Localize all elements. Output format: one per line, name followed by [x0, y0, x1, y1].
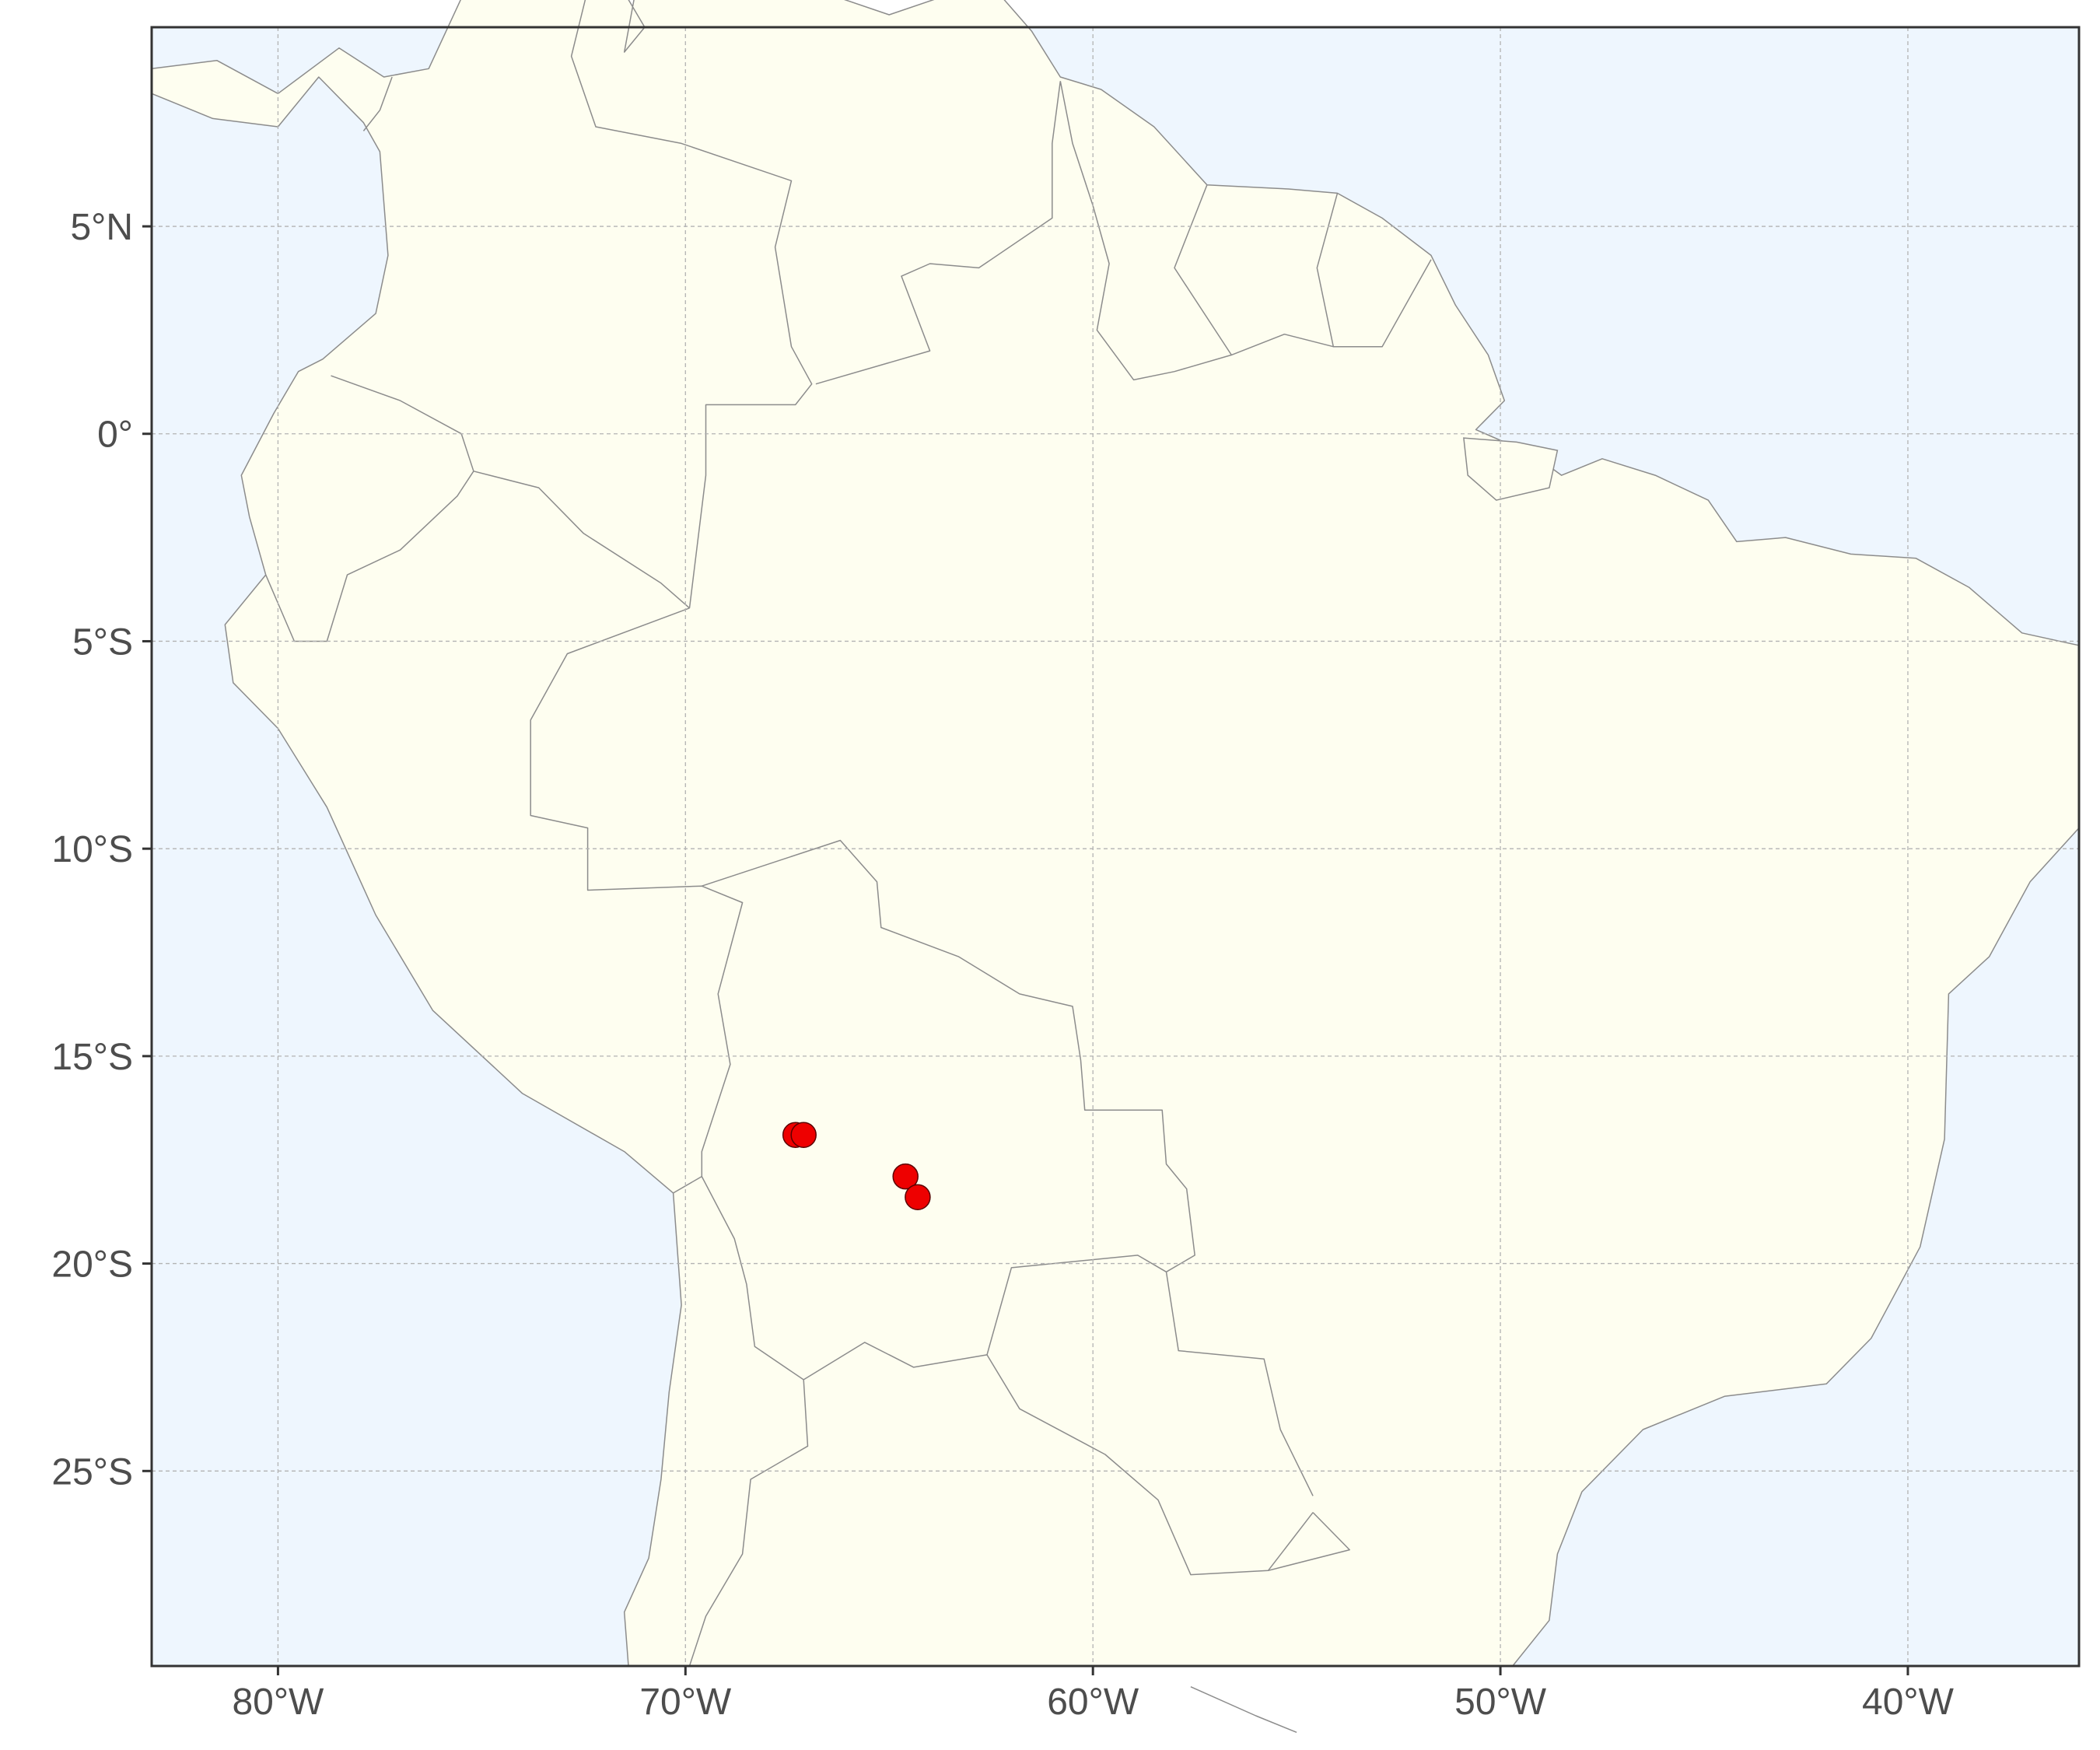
x-tick-label: 50°W: [1454, 1682, 1547, 1723]
land-layer: [151, 0, 2080, 1733]
y-tick-label: 25°S: [51, 1451, 133, 1493]
country-border: [1174, 184, 1334, 356]
country-border: [265, 375, 474, 642]
x-tick-label: 70°W: [639, 1682, 732, 1723]
country-border: [803, 1342, 1314, 1576]
panel-frame: [150, 26, 2081, 1668]
x-tick-label: 60°W: [1047, 1682, 1139, 1723]
x-axis: 80°W 70°W 60°W 50°W 40°W: [232, 1666, 1955, 1723]
marajo-island: [1463, 437, 1559, 501]
country-border: [815, 81, 1062, 385]
country-border: [986, 1255, 1314, 1496]
country-border: [688, 1176, 809, 1667]
y-tick-label: 15°S: [51, 1037, 133, 1078]
y-tick-label: 0°: [97, 415, 133, 456]
land-mass: [151, 0, 2080, 1667]
graticule: [152, 27, 2079, 1666]
y-tick-label: 20°S: [51, 1244, 133, 1286]
y-axis: 5°N 0° 5°S 10°S 15°S 20°S 25°S: [51, 207, 152, 1493]
occurrence-points: [782, 1122, 931, 1210]
country-border: [1190, 1686, 1297, 1733]
country-border: [1059, 81, 1232, 381]
country-border: [362, 76, 393, 131]
x-tick-label: 80°W: [232, 1682, 324, 1723]
country-border: [570, 0, 813, 608]
y-tick-label: 5°N: [70, 207, 133, 248]
country-border: [702, 839, 1195, 1272]
map-panel: [150, 0, 2081, 1733]
y-tick-label: 10°S: [51, 829, 133, 870]
occurrence-point: [905, 1184, 931, 1210]
y-tick-label: 5°S: [72, 621, 133, 663]
country-border: [1316, 193, 1432, 348]
country-border: [1268, 1512, 1350, 1572]
country-border: [473, 471, 690, 609]
occurrence-point: [892, 1163, 919, 1190]
occurrence-point: [790, 1122, 817, 1148]
x-tick-label: 40°W: [1862, 1682, 1955, 1723]
